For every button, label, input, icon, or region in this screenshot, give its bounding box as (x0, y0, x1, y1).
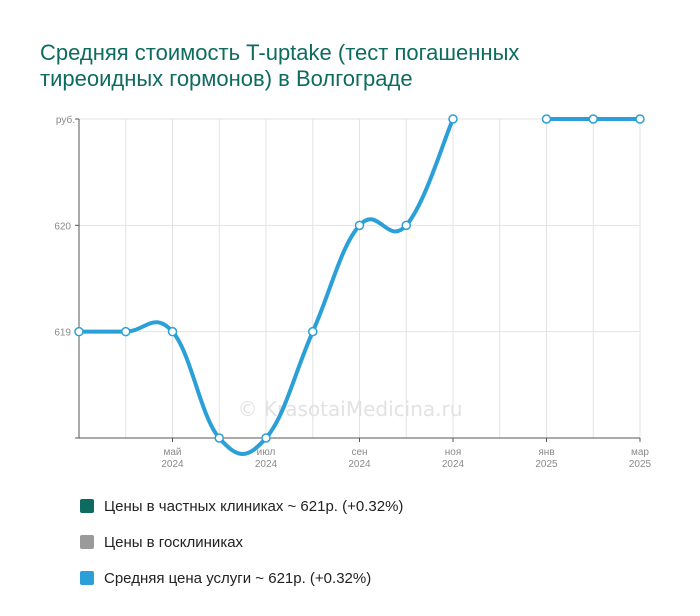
watermark: © KrasotaiMedicina.ru (238, 397, 463, 421)
y-tick-label: 619 (54, 328, 71, 339)
series-layer (74, 114, 645, 456)
legend-swatch (80, 499, 94, 513)
x-tick-label-year: 2025 (535, 459, 558, 470)
data-point (588, 114, 598, 124)
series-line (77, 117, 455, 456)
data-point (167, 326, 178, 337)
chart-title: Средняя стоимость T-uptake (тест погашен… (40, 40, 520, 91)
x-tick-label-month: июл (257, 447, 276, 458)
x-tick-label-month: мар (631, 447, 649, 458)
grid (79, 118, 641, 438)
data-point (121, 326, 131, 337)
data-point (448, 114, 458, 124)
tick-labels: руб.619620май2024июл2024сен2024ноя2024ян… (54, 114, 651, 470)
y-tick-label: 620 (54, 221, 71, 232)
legend-label: Цены в частных клиниках ~ 621р. (+0.32%) (104, 497, 404, 515)
data-point (308, 326, 318, 337)
x-tick-label-year: 2024 (161, 459, 184, 470)
data-point (214, 433, 224, 443)
x-tick-label-month: май (163, 447, 181, 458)
x-tick-label-year: 2024 (255, 459, 278, 470)
legend-label: Средняя цена услуги ~ 621р. (+0.32%) (104, 569, 372, 587)
data-point (401, 220, 411, 231)
x-tick-label-year: 2024 (442, 459, 465, 470)
legend: Цены в частных клиниках ~ 621р. (+0.32%)… (80, 488, 403, 596)
x-tick-label-month: янв (538, 447, 554, 458)
data-point (541, 114, 552, 124)
x-tick-label-month: сен (351, 447, 367, 458)
legend-swatch (80, 571, 94, 585)
legend-item[interactable]: Цены в частных клиниках ~ 621р. (+0.32%) (80, 488, 403, 524)
data-point (261, 433, 271, 443)
legend-swatch (80, 535, 94, 549)
legend-label: Цены в госклиниках (104, 533, 244, 551)
data-point (354, 220, 365, 231)
legend-item[interactable]: Цены в госклиниках (80, 524, 403, 560)
x-tick-label-year: 2024 (348, 459, 371, 470)
legend-item[interactable]: Средняя цена услуги ~ 621р. (+0.32%) (80, 560, 403, 596)
axes (75, 118, 641, 442)
x-tick-label-month: ноя (445, 447, 462, 458)
x-tick-label-year: 2025 (629, 459, 652, 470)
data-point (635, 114, 645, 124)
y-axis-unit-label: руб. (56, 114, 75, 126)
data-point (74, 326, 84, 337)
